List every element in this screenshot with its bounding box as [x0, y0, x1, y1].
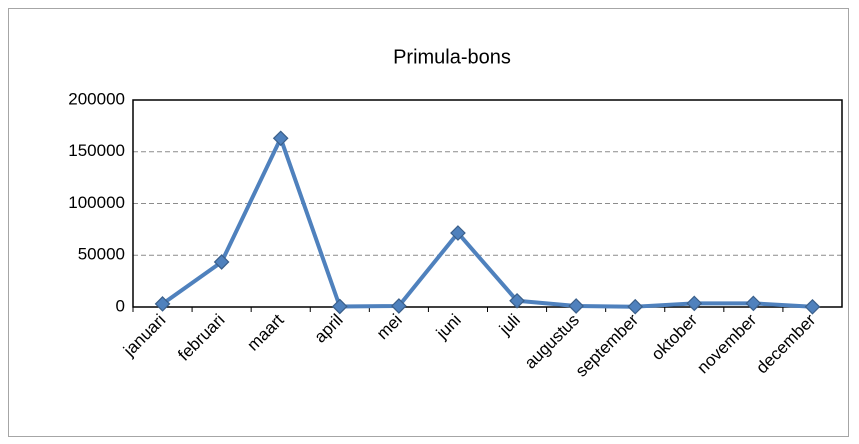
- data-point: [450, 225, 466, 241]
- series-line: [161, 136, 813, 309]
- data-point: [213, 254, 230, 270]
- y-tick-label: 0: [116, 296, 125, 315]
- data-point: [509, 292, 525, 309]
- data-point: [745, 295, 762, 312]
- chart-title: Primula-bons: [393, 46, 511, 68]
- data-point: [686, 295, 703, 312]
- data-point: [272, 130, 289, 147]
- data-point: [627, 298, 644, 315]
- data-point: [804, 298, 821, 315]
- chart-frame: [8, 8, 849, 437]
- y-tick-label: 50000: [78, 245, 125, 264]
- y-tick-label: 100000: [68, 193, 125, 212]
- data-point: [154, 296, 171, 312]
- data-point: [331, 298, 348, 315]
- data-point: [391, 298, 407, 314]
- data-point: [568, 298, 584, 314]
- y-tick-label: 200000: [68, 89, 125, 108]
- y-tick-label: 150000: [68, 141, 125, 160]
